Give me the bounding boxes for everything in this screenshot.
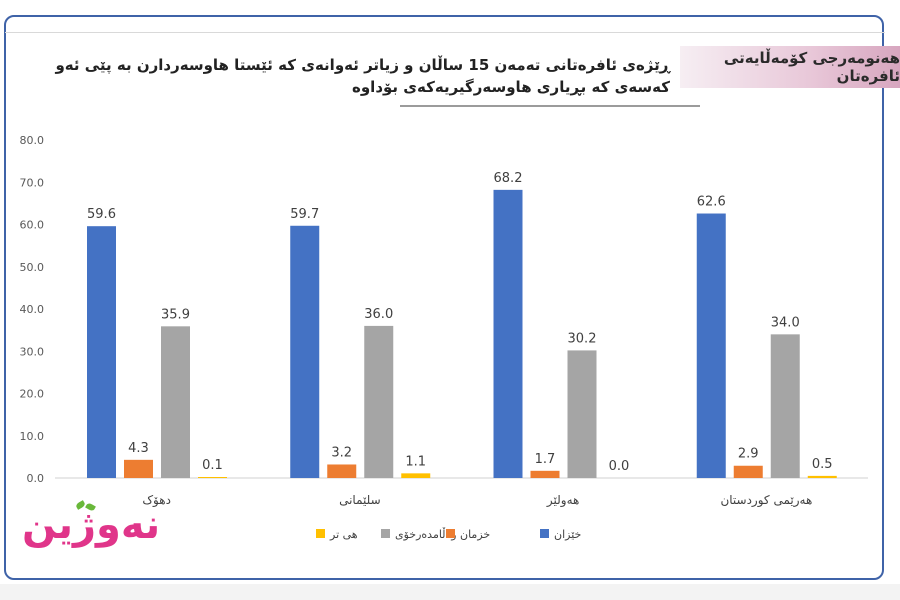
bar: [124, 459, 153, 478]
bar: [770, 334, 800, 478]
legend-label: هی تر: [329, 528, 358, 541]
bar: [87, 226, 116, 478]
data-label: 36.0: [364, 307, 393, 322]
x-tick-label: هەولێر: [546, 493, 579, 508]
bar: [364, 325, 394, 478]
bar: [161, 326, 190, 478]
bar: [807, 475, 837, 478]
bar: [401, 473, 431, 478]
data-label: 34.0: [771, 315, 800, 330]
data-label: 2.9: [738, 447, 759, 462]
bar: [696, 213, 726, 478]
data-label: 35.9: [161, 307, 190, 322]
y-tick-label: 40.0: [20, 303, 45, 316]
leaf-icon: [82, 502, 92, 516]
x-tick-label: دهۆک: [142, 493, 171, 508]
bar: [290, 225, 320, 478]
chart-title: ڕێژەی ئافرەتانی تەمەن 15 ساڵان و زیاتر ئ…: [55, 56, 670, 96]
legend-label: خزمان: [460, 528, 490, 541]
y-tick-label: 60.0: [20, 219, 45, 232]
data-label: 68.2: [494, 171, 523, 186]
legend-swatch: [446, 529, 455, 538]
chart-frame: [4, 15, 884, 580]
legend-swatch: [381, 529, 390, 538]
data-label: 62.6: [697, 195, 726, 210]
header-badge: هەنومەرجی کۆمەڵایەتی ئافرەتان: [680, 46, 900, 88]
y-tick-label: 0.0: [27, 472, 45, 485]
bottom-strip: [0, 584, 900, 600]
data-label: 0.5: [812, 457, 833, 472]
data-label: 1.7: [535, 452, 556, 467]
data-label: 4.3: [128, 441, 149, 456]
y-tick-label: 10.0: [20, 430, 45, 443]
legend-label: خێزان: [554, 528, 581, 541]
top-divider: [5, 32, 885, 33]
legend-swatch: [316, 529, 325, 538]
legend-label: وەڵامدەرخۆی: [395, 527, 457, 541]
y-tick-label: 70.0: [20, 176, 45, 189]
y-tick-label: 50.0: [20, 261, 45, 274]
title-underline: [400, 105, 700, 107]
x-tick-label: سلێمانی: [339, 493, 381, 507]
bar: [567, 350, 597, 478]
data-label: 30.2: [568, 331, 597, 346]
y-tick-label: 30.0: [20, 345, 45, 358]
y-tick-label: 80.0: [20, 134, 45, 147]
legend-swatch: [540, 529, 549, 538]
bar: [530, 470, 560, 478]
data-label: 0.1: [202, 458, 223, 473]
data-label: 59.6: [87, 207, 116, 222]
data-label: 1.1: [405, 454, 426, 469]
bar: [198, 477, 227, 478]
y-tick-label: 20.0: [20, 388, 45, 401]
bar: [327, 464, 357, 478]
x-tick-label: هەرێمی کوردستان: [720, 493, 812, 508]
data-label: 3.2: [331, 445, 352, 460]
bar: [493, 189, 523, 479]
data-label: 0.0: [609, 459, 630, 474]
bar: [733, 465, 763, 478]
data-label: 59.7: [290, 207, 319, 222]
